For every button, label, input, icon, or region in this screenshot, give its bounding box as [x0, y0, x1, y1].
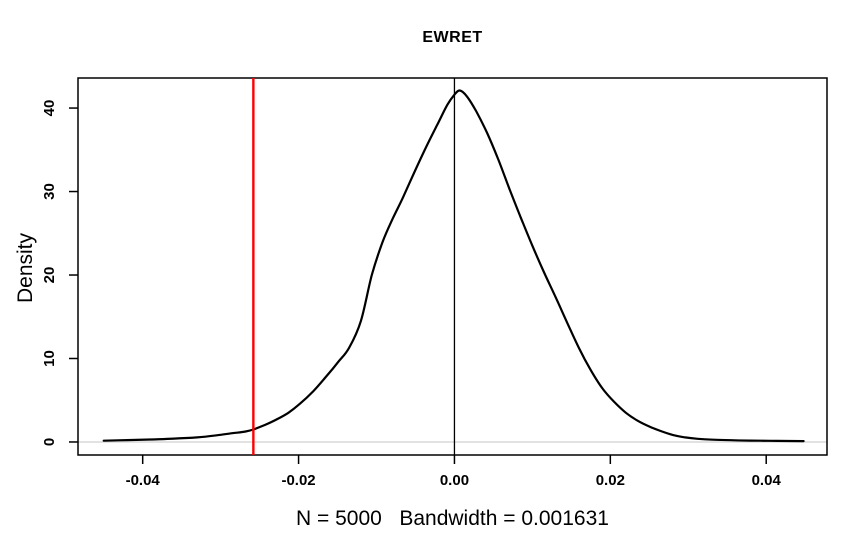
y-tick-label: 30 [41, 183, 58, 200]
y-tick-label: 0 [41, 438, 58, 446]
x-tick-label: -0.04 [126, 472, 161, 489]
plot-title: EWRET [422, 29, 483, 46]
x-tick-label: 0.02 [596, 472, 625, 489]
x-tick-label: 0.00 [440, 472, 469, 489]
x-tick-label: -0.02 [281, 472, 315, 489]
x-axis-label: N = 5000 Bandwidth = 0.001631 [296, 507, 609, 530]
density-curve [102, 89, 805, 443]
plot-box [77, 77, 828, 456]
y-tick-label: 40 [41, 100, 58, 117]
x-tick-label: 0.04 [752, 472, 782, 489]
y-tick-label: 20 [41, 267, 58, 284]
y-tick-label: 10 [41, 350, 58, 367]
